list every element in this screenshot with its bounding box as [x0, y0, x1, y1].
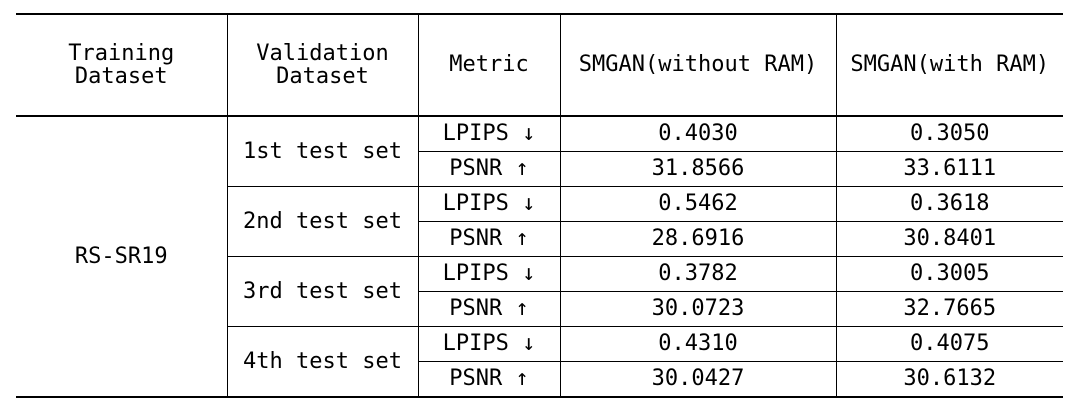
- validation-dataset-cell: 1st test set: [227, 115, 419, 187]
- validation-dataset-cell: 3rd test set: [227, 256, 419, 327]
- header-with-ram: SMGAN(with RAM): [836, 13, 1063, 117]
- value-without-ram: 30.0723: [560, 291, 837, 327]
- validation-dataset-cell: 2nd test set: [227, 186, 419, 257]
- metric-cell: PSNR ↑: [418, 361, 561, 398]
- value-without-ram: 30.0427: [560, 361, 837, 398]
- value-with-ram: 0.3050: [836, 115, 1063, 152]
- metric-cell: LPIPS ↓: [418, 326, 561, 362]
- training-dataset-cell: RS-SR19: [16, 115, 228, 398]
- value-with-ram: 32.7665: [836, 291, 1063, 327]
- value-without-ram: 31.8566: [560, 151, 837, 187]
- value-with-ram: 0.4075: [836, 326, 1063, 362]
- header-metric: Metric: [418, 13, 561, 117]
- metric-cell: PSNR ↑: [418, 221, 561, 257]
- value-with-ram: 30.6132: [836, 361, 1063, 398]
- metric-cell: LPIPS ↓: [418, 115, 561, 152]
- value-with-ram: 0.3618: [836, 186, 1063, 222]
- table-row: 2nd test set LPIPS ↓ 0.5462 0.3618: [16, 186, 1063, 257]
- value-without-ram: 0.3782: [560, 256, 837, 292]
- table-row: PSNR ↑ 31.8566 33.6111: [16, 151, 1063, 187]
- table-row: PSNR ↑ 30.0723 32.7665: [16, 291, 1063, 327]
- header-row: Training Dataset Validation Dataset Metr…: [16, 13, 1063, 117]
- value-with-ram: 33.6111: [836, 151, 1063, 187]
- metric-cell: LPIPS ↓: [418, 186, 561, 222]
- table-row: 4th test set LPIPS ↓ 0.4310 0.4075: [16, 326, 1063, 398]
- value-without-ram: 28.6916: [560, 221, 837, 257]
- metric-cell: LPIPS ↓: [418, 256, 561, 292]
- header-without-ram: SMGAN(without RAM): [560, 13, 837, 117]
- value-with-ram: 30.8401: [836, 221, 1063, 257]
- header-training-dataset: Training Dataset: [16, 13, 228, 117]
- validation-dataset-cell: 4th test set: [227, 326, 419, 398]
- header-validation-dataset: Validation Dataset: [227, 13, 419, 117]
- value-with-ram: 0.3005: [836, 256, 1063, 292]
- table-row: PSNR ↑ 28.6916 30.8401: [16, 221, 1063, 257]
- metric-cell: PSNR ↑: [418, 151, 561, 187]
- table-row: PSNR ↑ 30.0427 30.6132: [16, 361, 1063, 398]
- table-row: 3rd test set LPIPS ↓ 0.3782 0.3005: [16, 256, 1063, 327]
- value-without-ram: 0.5462: [560, 186, 837, 222]
- results-table: Training Dataset Validation Dataset Metr…: [16, 13, 1063, 398]
- value-without-ram: 0.4030: [560, 115, 837, 152]
- table-row: RS-SR19 1st test set LPIPS ↓ 0.4030 0.30…: [16, 115, 1063, 398]
- value-without-ram: 0.4310: [560, 326, 837, 362]
- metric-cell: PSNR ↑: [418, 291, 561, 327]
